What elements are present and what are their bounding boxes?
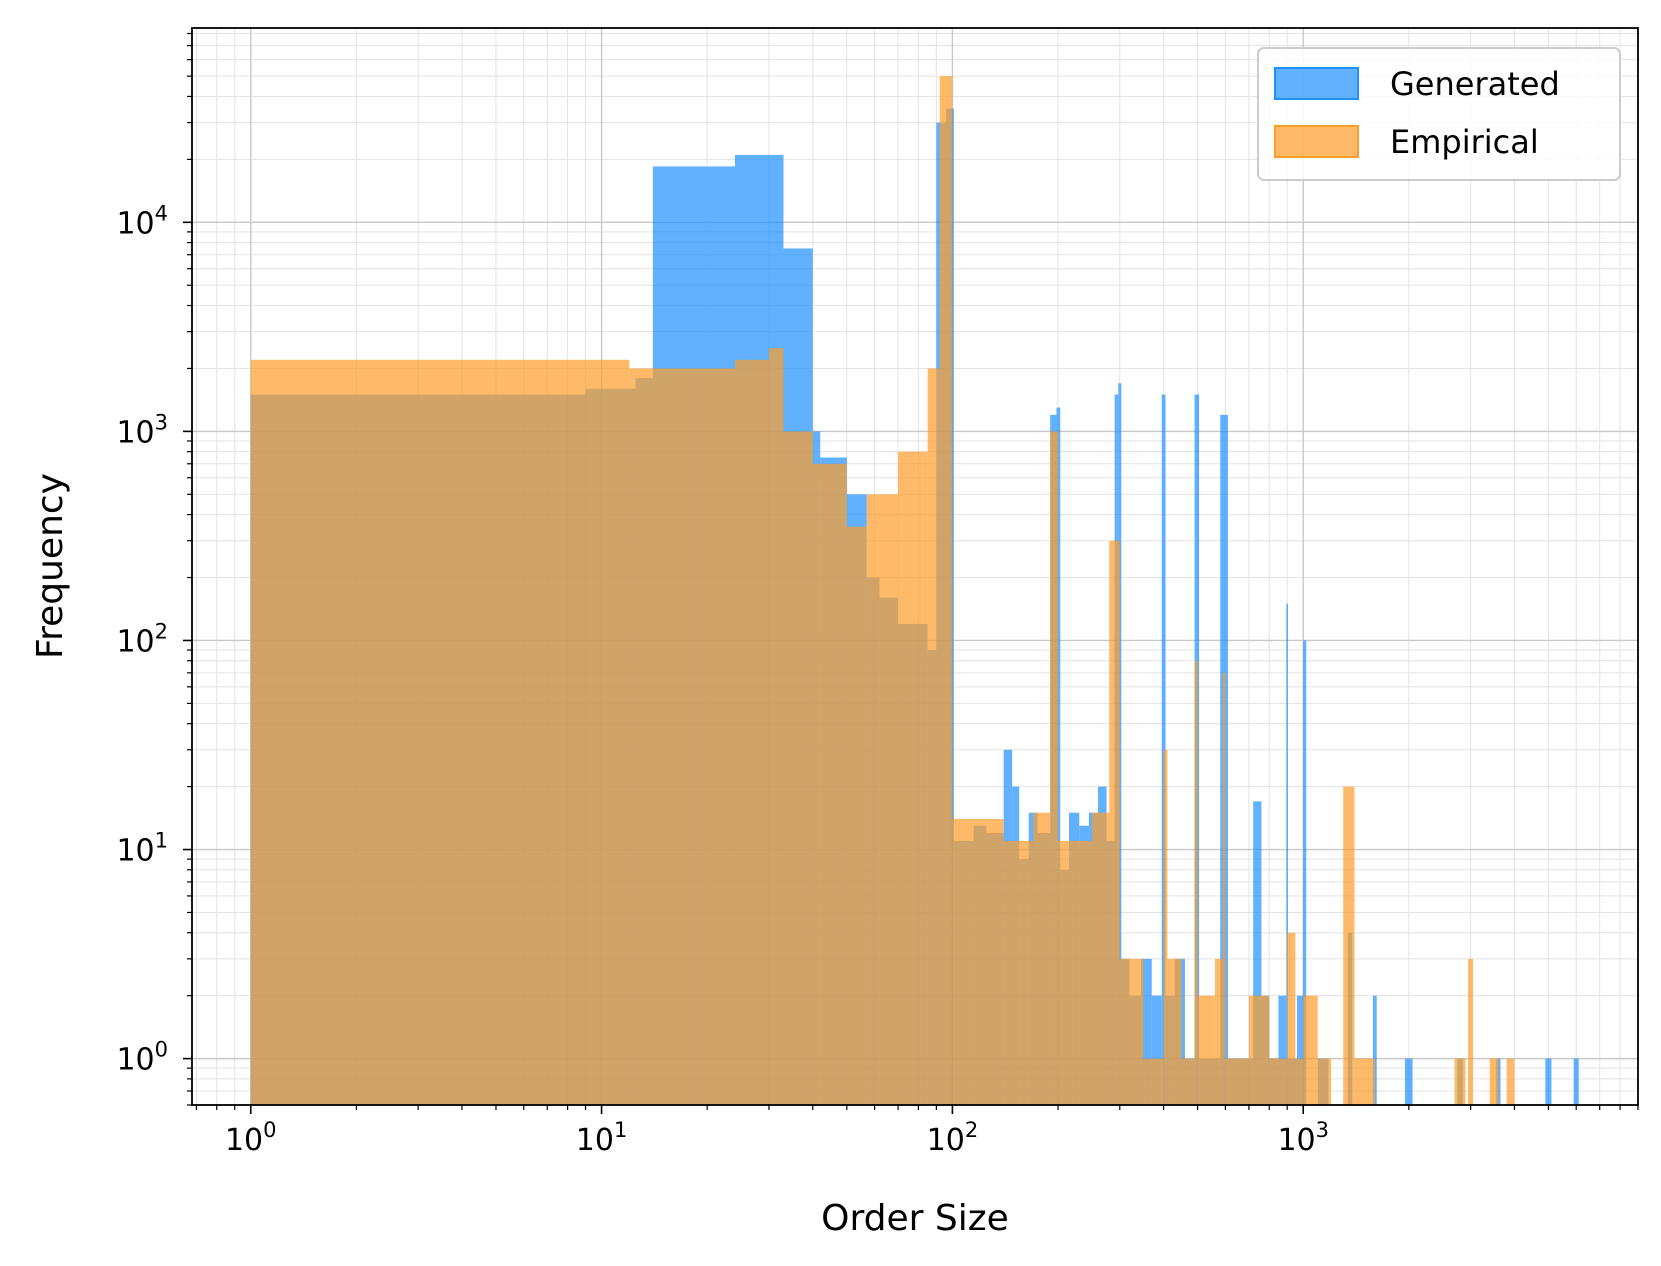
empirical-bar-40 bbox=[1468, 958, 1474, 1105]
x-axis-title: Order Size bbox=[821, 1198, 1009, 1239]
y-tick-label-4: 104 bbox=[116, 201, 168, 241]
empirical-bar-41 bbox=[1489, 1058, 1499, 1105]
empirical-bar-34 bbox=[1303, 995, 1318, 1105]
empirical-bar-33 bbox=[1295, 1058, 1304, 1105]
empirical-bar-1 bbox=[629, 368, 692, 1105]
generated-bar-52 bbox=[1286, 603, 1289, 1105]
empirical-bar-27 bbox=[1222, 672, 1226, 1105]
empirical-bar-17 bbox=[1092, 812, 1110, 1105]
empirical-bar-3 bbox=[734, 359, 769, 1105]
generated-bar-37 bbox=[1151, 995, 1162, 1105]
empirical-bar-9 bbox=[898, 451, 928, 1106]
empirical-bar-8 bbox=[866, 494, 899, 1105]
empirical-bar-38 bbox=[1365, 1058, 1375, 1105]
generated-bar-54 bbox=[1297, 995, 1304, 1105]
empirical-bar-32 bbox=[1287, 932, 1296, 1105]
x-tick-label-2: 102 bbox=[927, 1118, 979, 1158]
y-tick-labels: 100 101 102 103 104 bbox=[116, 201, 168, 1077]
empirical-bar-6 bbox=[812, 463, 847, 1105]
generated-bar-51 bbox=[1278, 995, 1287, 1105]
x-tick-labels: 100 101 102 103 bbox=[225, 1118, 1329, 1158]
empirical-bar-28 bbox=[1225, 1058, 1249, 1105]
series-empirical bbox=[250, 76, 1515, 1106]
y-tick-label-3: 103 bbox=[116, 410, 168, 450]
x-tick-label-1: 101 bbox=[576, 1118, 628, 1158]
empirical-bar-14 bbox=[1033, 812, 1051, 1105]
empirical-bar-23 bbox=[1181, 1058, 1195, 1105]
empirical-bar-39 bbox=[1454, 1058, 1466, 1105]
plot-frame bbox=[191, 27, 1639, 1106]
empirical-bar-10 bbox=[927, 368, 940, 1105]
empirical-bar-18 bbox=[1109, 540, 1120, 1105]
empirical-bar-21 bbox=[1163, 749, 1168, 1105]
legend-label-generated: Generated bbox=[1390, 65, 1560, 103]
empirical-bar-35 bbox=[1317, 1058, 1332, 1105]
generated-bar-55 bbox=[1303, 640, 1307, 1105]
empirical-bar-22 bbox=[1167, 958, 1182, 1105]
empirical-bar-42 bbox=[1506, 1058, 1515, 1105]
generated-bar-59 bbox=[1404, 1058, 1413, 1105]
empirical-bar-31 bbox=[1278, 1058, 1288, 1105]
empirical-bar-26 bbox=[1214, 958, 1223, 1105]
legend-label-empirical: Empirical bbox=[1390, 123, 1539, 161]
empirical-bar-24 bbox=[1194, 660, 1198, 1105]
empirical-bar-25 bbox=[1197, 995, 1215, 1105]
axis-ticks bbox=[183, 32, 1639, 1114]
empirical-bar-2 bbox=[691, 368, 735, 1105]
legend-swatch-generated bbox=[1274, 67, 1359, 100]
x-tick-label-0: 100 bbox=[225, 1118, 277, 1158]
y-tick-label-0: 100 bbox=[116, 1038, 168, 1078]
empirical-bar-36 bbox=[1343, 786, 1355, 1105]
legend-swatch-empirical bbox=[1274, 125, 1359, 158]
empirical-bar-12 bbox=[952, 818, 1004, 1105]
empirical-bar-19 bbox=[1119, 958, 1144, 1105]
empirical-bar-16 bbox=[1058, 840, 1093, 1105]
generated-bar-38 bbox=[1161, 394, 1166, 1105]
empirical-bar-0 bbox=[250, 359, 630, 1105]
generated-bar-63 bbox=[1573, 1058, 1579, 1105]
generated-bar-48 bbox=[1253, 801, 1262, 1105]
empirical-bar-7 bbox=[846, 526, 867, 1105]
empirical-bar-37 bbox=[1354, 1058, 1366, 1105]
generated-bar-25 bbox=[1056, 407, 1061, 1106]
empirical-bar-13 bbox=[1003, 840, 1034, 1105]
empirical-bar-11 bbox=[939, 76, 953, 1106]
empirical-bar-5 bbox=[783, 431, 813, 1105]
x-tick-label-3: 103 bbox=[1277, 1118, 1329, 1158]
legend: Generated Empirical bbox=[1257, 47, 1621, 181]
y-tick-label-1: 101 bbox=[116, 829, 168, 869]
empirical-bar-29 bbox=[1248, 995, 1270, 1105]
y-tick-label-2: 102 bbox=[116, 619, 168, 659]
empirical-bar-15 bbox=[1050, 431, 1059, 1105]
empirical-bar-20 bbox=[1143, 1058, 1164, 1105]
y-axis-title: Frequency bbox=[30, 473, 71, 659]
empirical-bar-4 bbox=[768, 348, 784, 1105]
generated-bar-58 bbox=[1372, 995, 1377, 1105]
empirical-bar-30 bbox=[1269, 1058, 1279, 1105]
generated-bar-62 bbox=[1545, 1058, 1552, 1105]
generated-bar-36 bbox=[1141, 958, 1152, 1105]
